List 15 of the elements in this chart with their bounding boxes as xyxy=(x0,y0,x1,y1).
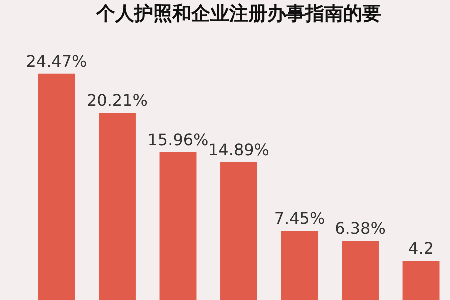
data-label: 24.47% xyxy=(26,52,88,71)
data-label: 20.21% xyxy=(86,91,148,110)
bar xyxy=(342,241,379,300)
data-label: 7.45% xyxy=(274,209,326,228)
bar xyxy=(281,231,318,300)
bar xyxy=(402,261,440,300)
bar xyxy=(160,152,197,300)
bar xyxy=(220,162,258,300)
bar xyxy=(38,74,76,300)
data-label: 6.38% xyxy=(335,219,386,238)
data-label: 4.2 xyxy=(408,239,434,258)
data-label: 15.96% xyxy=(148,130,209,150)
bar xyxy=(99,113,136,300)
data-label: 14.89% xyxy=(208,140,270,160)
chart-title: 个人护照和企业注册办事指南的要 xyxy=(96,2,382,25)
